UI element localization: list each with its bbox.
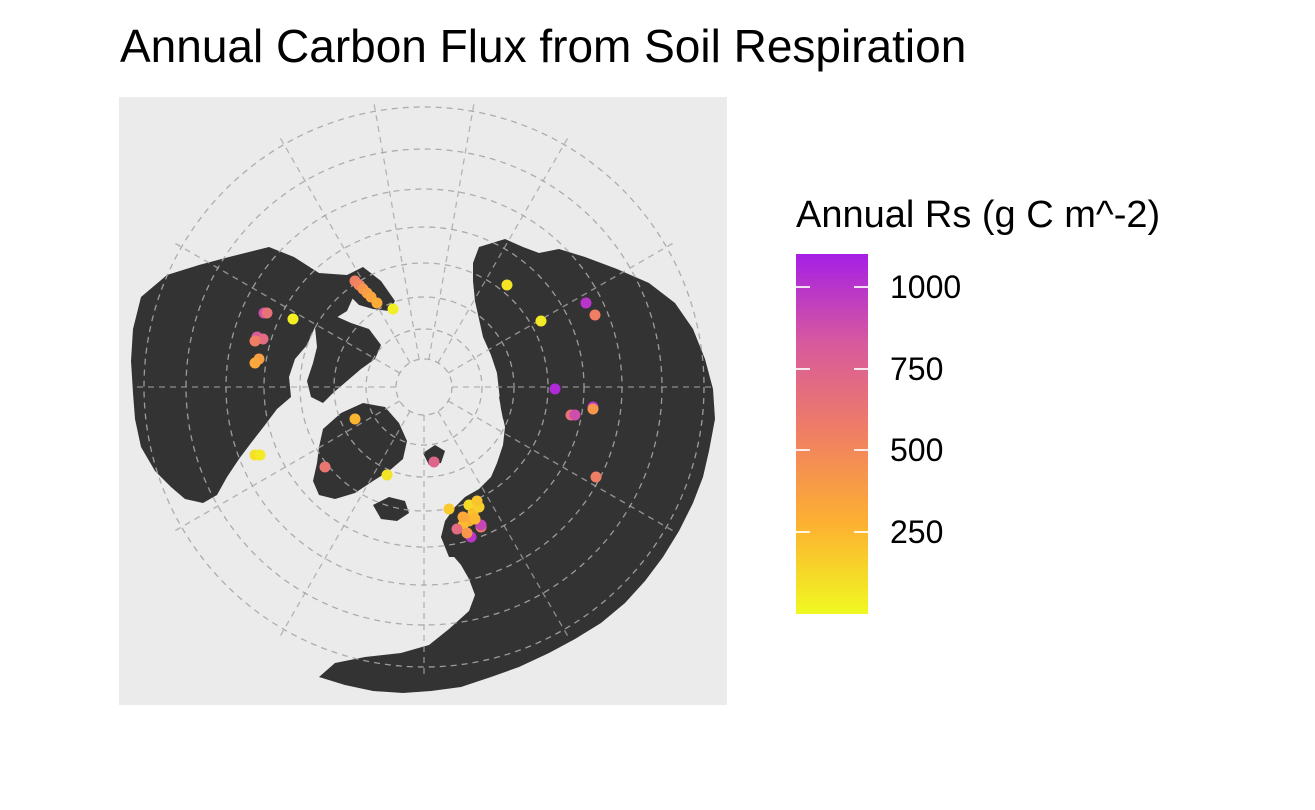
site-points[interactable]: northern Alaska: 560northern Alaska: 520…: [249, 275, 602, 543]
site-point[interactable]: western Canada: 40: [287, 313, 299, 325]
site-point[interactable]: Greenland: 260: [349, 413, 361, 425]
legend-tick-mark: [796, 285, 810, 288]
site-point[interactable]: eastern Siberia: 1000: [580, 297, 592, 309]
legend-tick-mark: [796, 367, 810, 370]
legend-tick-label: 750: [890, 350, 944, 387]
legend-colorbar: [796, 254, 868, 614]
site-point[interactable]: western Russia: 420: [587, 403, 599, 415]
legend-tick-label: 1000: [890, 268, 962, 305]
site-point[interactable]: central Russia: 1050: [549, 383, 561, 395]
site-point[interactable]: Siberia: 560: [590, 471, 602, 483]
site-point[interactable]: northern Alaska: 300: [371, 297, 383, 309]
legend-tick-mark: [796, 449, 810, 452]
latitude-circle: [365, 328, 483, 446]
site-point[interactable]: central Siberia: 60: [535, 315, 547, 327]
site-point[interactable]: eastern Siberia: 560: [589, 309, 601, 321]
map-title: Annual Carbon Flux from Soil Respiration: [120, 20, 967, 72]
site-point[interactable]: northern Siberia: 80: [501, 279, 513, 291]
site-point[interactable]: Scandinavia: 250: [469, 513, 481, 525]
legend-tick-mark: [854, 285, 868, 288]
site-point[interactable]: western Canada: 330: [249, 357, 261, 369]
svalbard-landmass: [423, 445, 445, 465]
latitude-circle: [143, 106, 705, 668]
novaya-zemlya-landmass: [499, 387, 517, 421]
north-america-landmass: [131, 247, 355, 503]
legend-ticks: 1000 750 500 250: [796, 254, 1196, 614]
legend-tick-mark: [854, 531, 868, 534]
polar-map[interactable]: northern Alaska: 560northern Alaska: 520…: [119, 97, 727, 705]
site-point[interactable]: Scandinavia: 420: [461, 527, 473, 539]
site-point[interactable]: Scandinavia: 330: [457, 511, 469, 523]
site-point[interactable]: Scandinavia: 180: [443, 503, 455, 515]
legend-tick-label: 500: [890, 432, 944, 469]
site-point[interactable]: Iceland: 80: [381, 469, 393, 481]
legend-tick-label: 250: [890, 514, 944, 551]
latitude-circle: [299, 262, 549, 512]
legend-gradient: [796, 254, 868, 614]
legend-tick-mark: [854, 367, 868, 370]
site-point[interactable]: western Canada: 560: [249, 335, 261, 347]
legend-tick-mark: [796, 531, 810, 534]
graticule-overlay: [134, 101, 714, 677]
latitude-circle: [333, 296, 515, 478]
canadian-archipelago: [307, 315, 381, 403]
site-point[interactable]: Greenland: 620: [319, 461, 331, 473]
map-panel[interactable]: northern Alaska: 560northern Alaska: 520…: [119, 97, 727, 705]
color-legend: Annual Rs (g C m^-2) 1000 750 500 250: [796, 190, 1296, 630]
site-point[interactable]: Scandinavia: 200: [471, 495, 483, 507]
site-point[interactable]: western Canada: 640: [261, 307, 273, 319]
site-point[interactable]: eastern Canada: 60: [254, 449, 266, 461]
site-point[interactable]: northern Alaska: 40: [387, 303, 399, 315]
legend-tick-mark: [854, 449, 868, 452]
site-point[interactable]: western Russia: 880: [569, 409, 581, 421]
eurasia-landmass: [319, 239, 715, 693]
site-point[interactable]: Scandinavia: 700: [451, 523, 463, 535]
legend-title: Annual Rs (g C m^-2): [796, 194, 1161, 236]
iceland-landmass: [373, 497, 409, 521]
site-point[interactable]: Svalbard: 740: [428, 456, 440, 468]
